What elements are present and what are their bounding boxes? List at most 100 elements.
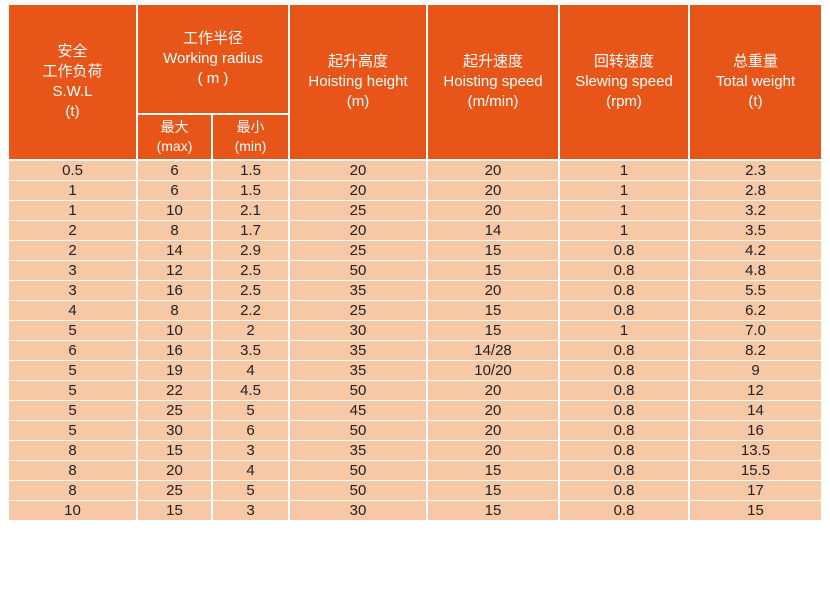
table-cell: 3 bbox=[9, 280, 138, 301]
table-cell: 35 bbox=[288, 280, 429, 301]
table-cell: 5 bbox=[9, 360, 138, 381]
table-cell: 35 bbox=[288, 440, 429, 461]
header-radius-max: 最大 (max) bbox=[137, 114, 213, 161]
header-text: 起升高度 bbox=[328, 53, 389, 70]
table-cell: 1.5 bbox=[210, 180, 291, 201]
header-text: (max) bbox=[156, 138, 193, 154]
header-text: 工作负荷 bbox=[42, 63, 103, 80]
header-text: (m) bbox=[346, 93, 370, 110]
table-cell: 6.2 bbox=[688, 300, 822, 321]
table-cell: 3 bbox=[9, 260, 138, 281]
table-cell: 0.8 bbox=[558, 440, 691, 461]
table-cell: 16 bbox=[136, 340, 213, 361]
header-total-weight: 总重量 Total weight (t) bbox=[688, 5, 822, 161]
table-cell: 2 bbox=[9, 240, 138, 261]
table-row: 4 8 2.2 25 15 0.8 6.2 bbox=[9, 300, 822, 321]
table-cell: 30 bbox=[288, 500, 429, 521]
table-row: 8 20 4 50 15 0.8 15.5 bbox=[9, 460, 822, 481]
table-row: 3 12 2.5 50 15 0.8 4.8 bbox=[9, 260, 822, 281]
table-cell: 50 bbox=[288, 480, 429, 501]
table-cell: 8 bbox=[136, 220, 213, 241]
table-cell: 15 bbox=[426, 460, 561, 481]
table-cell: 3 bbox=[210, 500, 291, 521]
table-cell: 4.2 bbox=[688, 240, 822, 261]
table-cell: 1.5 bbox=[210, 159, 291, 181]
table-cell: 8 bbox=[136, 300, 213, 321]
table-cell: 6 bbox=[136, 180, 213, 201]
table-cell: 0.8 bbox=[558, 340, 691, 361]
table-cell: 25 bbox=[136, 480, 213, 501]
table-cell: 1.7 bbox=[210, 220, 291, 241]
table-cell: 25 bbox=[288, 240, 429, 261]
table-cell: 5 bbox=[9, 320, 138, 341]
table-row: 5 25 5 45 20 0.8 14 bbox=[9, 400, 822, 421]
table-cell: 20 bbox=[288, 180, 429, 201]
table-cell: 8 bbox=[9, 480, 138, 501]
table-cell: 15 bbox=[426, 300, 561, 321]
header-text: S.W.L bbox=[52, 83, 93, 100]
table-cell: 45 bbox=[288, 400, 429, 421]
header-text: 工作半径 bbox=[183, 30, 244, 47]
table-cell: 20 bbox=[136, 460, 213, 481]
table-cell: 50 bbox=[288, 380, 429, 401]
table-cell: 5 bbox=[210, 480, 291, 501]
table-cell: 15 bbox=[426, 320, 561, 341]
table-cell: 5 bbox=[9, 420, 138, 441]
table-cell: 8.2 bbox=[688, 340, 822, 361]
table-cell: 50 bbox=[288, 460, 429, 481]
table-cell: 0.8 bbox=[558, 420, 691, 441]
header-swl: 安全 工作负荷 S.W.L (t) bbox=[9, 5, 138, 161]
table-row: 8 25 5 50 15 0.8 17 bbox=[9, 480, 822, 501]
table-cell: 35 bbox=[288, 340, 429, 361]
table-cell: 14 bbox=[688, 400, 822, 421]
table-cell: 50 bbox=[288, 420, 429, 441]
table-cell: 2.1 bbox=[210, 200, 291, 221]
table-row: 8 15 3 35 20 0.8 13.5 bbox=[9, 440, 822, 461]
table-cell: 3.5 bbox=[688, 220, 822, 241]
header-text: (t) bbox=[65, 103, 80, 120]
table-cell: 4.8 bbox=[688, 260, 822, 281]
table-cell: 20 bbox=[426, 180, 561, 201]
table-cell: 10/20 bbox=[426, 360, 561, 381]
table-cell: 4 bbox=[210, 360, 291, 381]
table-row: 3 16 2.5 35 20 0.8 5.5 bbox=[9, 280, 822, 301]
table-row: 0.5 6 1.5 20 20 1 2.3 bbox=[9, 159, 822, 181]
table-cell: 16 bbox=[136, 280, 213, 301]
table-row: 1 10 2.1 25 20 1 3.2 bbox=[9, 200, 822, 221]
header-text: 总重量 bbox=[733, 53, 779, 70]
header-text: 起升速度 bbox=[463, 53, 524, 70]
table-cell: 20 bbox=[426, 200, 561, 221]
table-cell: 2.5 bbox=[210, 260, 291, 281]
table-cell: 0.8 bbox=[558, 260, 691, 281]
table-cell: 2.2 bbox=[210, 300, 291, 321]
table-cell: 10 bbox=[136, 200, 213, 221]
table-cell: 3.5 bbox=[210, 340, 291, 361]
table-cell: 1 bbox=[558, 200, 691, 221]
header-text: (min) bbox=[234, 138, 267, 154]
table-cell: 4 bbox=[210, 460, 291, 481]
table-cell: 0.8 bbox=[558, 480, 691, 501]
table-cell: 0.8 bbox=[558, 500, 691, 521]
table-cell: 50 bbox=[288, 260, 429, 281]
table-cell: 13.5 bbox=[688, 440, 822, 461]
table-cell: 1 bbox=[9, 200, 138, 221]
table-cell: 3.2 bbox=[688, 200, 822, 221]
table-cell: 2.5 bbox=[210, 280, 291, 301]
header-text: ( m ) bbox=[197, 70, 229, 87]
table-cell: 15 bbox=[688, 500, 822, 521]
table-cell: 0.8 bbox=[558, 240, 691, 261]
table-cell: 14 bbox=[136, 240, 213, 261]
header-slewing-speed: 回转速度 Slewing speed (rpm) bbox=[558, 5, 691, 161]
table-row: 5 10 2 30 15 1 7.0 bbox=[9, 320, 822, 341]
table-cell: 5 bbox=[9, 380, 138, 401]
table-cell: 14/28 bbox=[426, 340, 561, 361]
table-body: 0.5 6 1.5 20 20 1 2.3 1 6 1.5 20 20 1 2.8 1 10 2.1 25 20 1 3… bbox=[9, 159, 822, 521]
table-cell: 20 bbox=[288, 220, 429, 241]
table-row: 5 19 4 35 10/20 0.8 9 bbox=[9, 360, 822, 381]
table-cell: 2.9 bbox=[210, 240, 291, 261]
table-cell: 20 bbox=[288, 159, 429, 181]
table-row: 5 22 4.5 50 20 0.8 12 bbox=[9, 380, 822, 401]
table-cell: 20 bbox=[426, 400, 561, 421]
table-cell: 0.8 bbox=[558, 460, 691, 481]
header-radius-min: 最小 (min) bbox=[210, 114, 290, 161]
